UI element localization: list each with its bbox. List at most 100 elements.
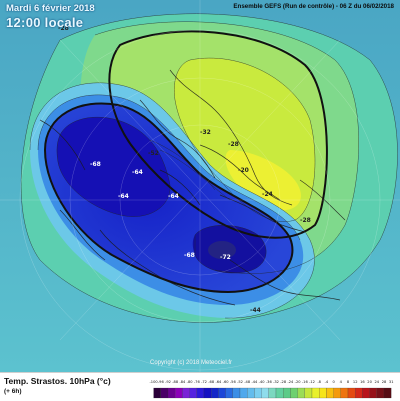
legend-tick-label: 0 — [332, 380, 335, 384]
legend-swatch — [153, 387, 161, 399]
contour-label: -64 — [118, 193, 129, 200]
legend-swatch — [167, 387, 176, 399]
contour-label: -52 — [148, 150, 159, 157]
legend-swatch — [218, 387, 226, 399]
contour-label: -72 — [220, 254, 231, 261]
legend-swatch — [304, 387, 313, 399]
legend-swatch — [196, 387, 205, 399]
legend-swatch — [160, 387, 169, 399]
color-legend: -100 -96 -92 -88 -84 -80 -76 -72 -68 -64 -60 -56 -52… — [150, 380, 394, 399]
legend-tick-label: -80 — [187, 380, 194, 384]
legend-swatch — [247, 387, 255, 399]
legend-swatch — [203, 387, 212, 399]
legend-swatch — [297, 387, 305, 399]
legend-swatch — [268, 387, 277, 399]
legend-swatch — [211, 387, 219, 399]
legend-swatch — [175, 387, 183, 399]
parameter-title: Temp. Strastos. 10hPa (°c) — [4, 376, 111, 386]
legend-swatch — [383, 387, 392, 399]
contour-label: -20 — [238, 167, 249, 174]
contour-label: -24 — [262, 191, 273, 198]
legend-tick-label: 12 — [353, 380, 358, 384]
legend-tick-label: -4 — [325, 380, 329, 384]
legend-tick-label: 28 — [382, 380, 387, 384]
contour-label: -64 — [132, 169, 143, 176]
legend-tick-label: -88 — [172, 380, 179, 384]
contour-label: -68 — [184, 252, 195, 259]
legend-swatch — [225, 387, 233, 399]
legend-tick-label: -44 — [251, 380, 258, 384]
legend-swatch — [362, 387, 370, 399]
contour-label: -28 — [300, 217, 311, 224]
forecast-time: 12:00 locale — [6, 15, 84, 30]
legend-tick-label: -100 — [150, 380, 159, 384]
legend-tick-label: -16 — [302, 380, 309, 384]
legend-tick-label: -60 — [223, 380, 230, 384]
stratospheric-temperature-map: -68 -64 -64 -64 -68 -72 -52 -28 -32 -28 … — [0, 0, 400, 372]
field-band-yellow — [225, 150, 301, 211]
contour-label: -32 — [200, 129, 211, 136]
legend-tick-label: -96 — [158, 380, 165, 384]
legend-tick-label: 24 — [375, 380, 380, 384]
legend-swatch — [376, 387, 385, 399]
contour-cold-thick — [43, 102, 294, 294]
legend-tick-label: -8 — [317, 380, 321, 384]
field-core-west — [56, 117, 171, 217]
latlon-grid — [0, 0, 400, 372]
legend-swatch — [347, 387, 356, 399]
contour-label: -28 — [58, 25, 69, 32]
legend-tick-label: -32 — [273, 380, 279, 384]
isotherm-lines — [20, 13, 398, 323]
legend-swatch — [283, 387, 291, 399]
copyright-notice: Copyright (c) 2018 Meteociel.fr — [150, 360, 233, 366]
contour-label: -64 — [168, 193, 179, 200]
legend-swatch — [275, 387, 284, 399]
legend-tick-label: 20 — [367, 380, 372, 384]
legend-swatch — [340, 387, 349, 399]
legend-swatch — [355, 387, 363, 399]
legend-swatch — [369, 387, 377, 399]
legend-tick-label: -40 — [259, 380, 266, 384]
legend-tick-label: -48 — [244, 380, 251, 384]
contour-warm-thick — [108, 30, 328, 239]
coastlines — [39, 69, 346, 306]
legend-tick-label: -92 — [165, 380, 171, 384]
legend-swatch — [189, 387, 197, 399]
contour-label: -44 — [250, 307, 261, 314]
legend-swatch — [319, 387, 327, 399]
legend-tick-label: -68 — [208, 380, 215, 384]
legend-tick-label: -52 — [237, 380, 243, 384]
legend-tick-label: -84 — [179, 380, 186, 384]
legend-tick-label: -76 — [194, 380, 201, 384]
forecast-date: Mardi 6 février 2018 — [6, 3, 95, 14]
legend-tick-label: 8 — [347, 380, 350, 384]
legend-swatch — [239, 387, 248, 399]
legend-tick-label: -24 — [287, 380, 294, 384]
legend-swatch — [254, 387, 262, 399]
legend-swatch — [232, 387, 241, 399]
legend-swatch — [261, 387, 269, 399]
footer-bar: Temp. Strastos. 10hPa (°c) (+ 6h) -100 -9… — [0, 372, 400, 401]
model-run-info: Ensemble GEFS (Run de contrôle) - 06 Z d… — [233, 3, 394, 10]
legend-tick-label: 16 — [360, 380, 365, 384]
contour-label: -28 — [228, 141, 239, 148]
contour-labels: -68 -64 -64 -64 -68 -72 -52 -28 -32 -28 … — [58, 25, 311, 314]
legend-tick-label: -56 — [230, 380, 237, 384]
legend-swatch — [311, 387, 320, 399]
legend-tick-label: -28 — [280, 380, 287, 384]
legend-tick-label: 4 — [340, 380, 343, 384]
legend-swatch — [182, 387, 190, 399]
field-core-east-min — [208, 241, 236, 259]
legend-tick-label: 31 — [389, 380, 394, 384]
legend-swatch — [326, 387, 334, 399]
legend-swatch — [333, 387, 341, 399]
legend-tick-label: -12 — [309, 380, 315, 384]
forecast-step: (+ 6h) — [4, 388, 22, 395]
legend-tick-label: -36 — [266, 380, 273, 384]
legend-swatch — [290, 387, 298, 399]
legend-tick-label: -20 — [295, 380, 302, 384]
legend-tick-label: -72 — [201, 380, 207, 384]
contour-label: -68 — [90, 161, 101, 168]
legend-tick-label: -64 — [215, 380, 222, 384]
